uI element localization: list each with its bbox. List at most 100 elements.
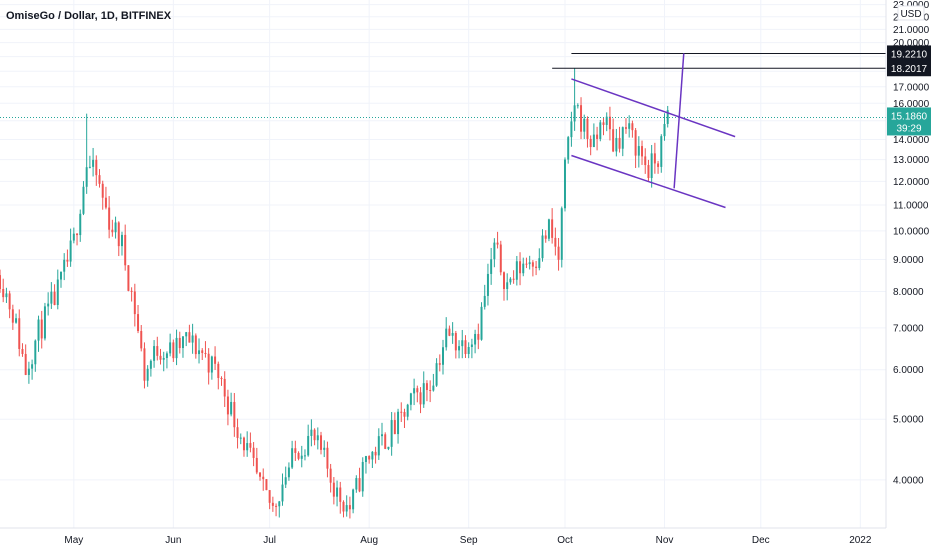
price-tick-label: 21.0000 <box>893 25 930 36</box>
candle-body <box>294 448 297 453</box>
channel-lower-line <box>571 154 726 209</box>
candle-body <box>281 484 284 502</box>
candle-body <box>345 505 348 512</box>
candle-body <box>368 456 371 460</box>
candle-body <box>201 350 204 353</box>
candle-body <box>47 303 50 307</box>
candle-body <box>454 333 457 351</box>
candle-body <box>242 437 245 451</box>
candle-body <box>165 353 168 358</box>
time-tick-label: May <box>64 535 83 546</box>
time-tick-label: Sep <box>460 535 478 546</box>
candle-body <box>204 352 207 354</box>
candle-body <box>461 340 464 347</box>
candle-body <box>137 314 140 331</box>
candle-body <box>287 467 290 478</box>
candle-body <box>181 336 184 349</box>
candle-body <box>236 427 239 438</box>
candle-body <box>557 246 560 260</box>
candle-body <box>214 356 217 364</box>
candle-body <box>104 197 107 208</box>
currency-badge <box>897 5 925 21</box>
drawings-layer <box>0 52 886 209</box>
candle-body <box>419 392 422 405</box>
candle-body <box>422 383 425 405</box>
candle-body <box>631 123 634 131</box>
candle-body <box>361 461 364 492</box>
candle-body <box>268 490 271 503</box>
candle-body <box>56 279 59 305</box>
price-tick-label: 8.0000 <box>893 287 924 298</box>
candle-body <box>477 333 480 340</box>
time-axis[interactable]: May Jun Jul Aug Sep Oct Nov Dec 2022 <box>64 535 871 546</box>
candle-body <box>592 134 595 148</box>
candle-body <box>371 451 374 460</box>
price-tick-label: 7.0000 <box>893 323 924 334</box>
candle-body <box>400 411 403 413</box>
candle-body <box>387 446 390 449</box>
candle-body <box>474 333 477 345</box>
time-tick-label: 2022 <box>849 535 872 546</box>
candle-body <box>323 447 326 450</box>
candle-body <box>223 378 226 397</box>
candle-body <box>397 411 400 435</box>
candle-body <box>429 390 432 392</box>
candle-body <box>156 346 159 356</box>
candle-body <box>210 356 213 373</box>
candle-body <box>390 420 393 447</box>
candle-body <box>573 105 576 122</box>
price-tick-label: 5.0000 <box>893 415 924 426</box>
candle-body <box>172 342 175 359</box>
candle-body <box>111 229 114 233</box>
price-tick-label: 17.0000 <box>893 82 930 93</box>
candle-body <box>220 377 223 379</box>
candle-body <box>637 146 640 156</box>
candle-body <box>66 259 69 262</box>
candle-body <box>355 478 358 490</box>
candle-body <box>303 455 306 457</box>
candle-body <box>320 435 323 450</box>
candle-body <box>644 156 647 166</box>
candle-body <box>169 342 172 354</box>
countdown-label: 39:29 <box>896 123 921 134</box>
candle-body <box>493 242 496 260</box>
candle-body <box>153 346 156 361</box>
candle-body <box>618 137 621 149</box>
candle-body <box>641 146 644 157</box>
candle-body <box>8 293 11 310</box>
candle-body <box>11 309 14 323</box>
candle-body <box>589 138 592 148</box>
candle-body <box>515 261 518 280</box>
candle-body <box>191 335 194 343</box>
candle-body <box>175 337 178 359</box>
candle-body <box>69 240 72 262</box>
candle-body <box>483 295 486 307</box>
candle-body <box>525 263 528 265</box>
candle-body <box>127 265 130 291</box>
candle-body <box>307 435 310 456</box>
price-tick-label: 10.0000 <box>893 226 930 237</box>
candle-body <box>364 456 367 462</box>
candle-body <box>59 271 62 280</box>
price-tick-label: 6.0000 <box>893 365 924 376</box>
level-price-tag <box>887 45 931 62</box>
candle-body <box>31 364 34 369</box>
candle-body <box>563 159 566 209</box>
candle-body <box>18 318 21 349</box>
candle-body <box>374 451 377 456</box>
candle-body <box>570 121 573 138</box>
candle-body <box>445 328 448 348</box>
candle-body <box>124 234 127 266</box>
candle-body <box>117 222 120 247</box>
candle-body <box>262 476 265 480</box>
candle-body <box>403 412 406 417</box>
candle-body <box>37 319 40 341</box>
candle-body <box>313 429 316 441</box>
candle-body <box>24 353 27 375</box>
candle-body <box>438 363 441 365</box>
time-tick-label: Dec <box>752 535 770 546</box>
candle-body <box>602 122 605 125</box>
candle-body <box>538 258 541 269</box>
